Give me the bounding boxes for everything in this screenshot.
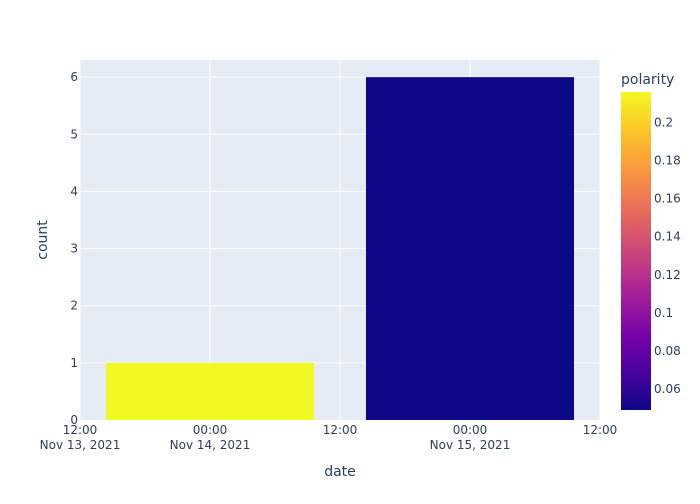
colorbar-tick-label: 0.12	[654, 268, 681, 282]
colorbar-tick-label: 0.1	[654, 306, 673, 320]
x-tick-label: Nov 13, 2021	[40, 438, 121, 452]
bar[interactable]	[366, 77, 574, 421]
y-axis-title: count	[35, 220, 51, 260]
x-tick-label: 00:00	[193, 423, 228, 437]
bar[interactable]	[106, 362, 314, 420]
colorbar-tick-label: 0.08	[654, 344, 681, 358]
colorbar-gradient	[621, 92, 651, 410]
x-tick-label: Nov 14, 2021	[170, 438, 251, 452]
x-tick-label: 12:00	[63, 423, 98, 437]
y-axis: 0 1 2 3 4 5 6	[70, 70, 78, 427]
y-tick-label: 2	[70, 299, 78, 313]
x-tick-label: Nov 15, 2021	[430, 438, 511, 452]
colorbar-tick-label: 0.06	[654, 382, 681, 396]
x-tick-label: 00:00	[453, 423, 488, 437]
y-tick-label: 5	[70, 127, 78, 141]
colorbar-tick-label: 0.18	[654, 154, 681, 168]
x-tick-label: 12:00	[323, 423, 358, 437]
colorbar-title: polarity	[621, 72, 674, 88]
colorbar-tick-label: 0.2	[654, 115, 673, 129]
y-tick-label: 3	[70, 242, 78, 256]
y-tick-label: 6	[70, 70, 78, 84]
x-tick-label: 12:00	[583, 423, 618, 437]
x-axis-title: date	[324, 464, 356, 480]
y-tick-label: 1	[70, 356, 78, 370]
y-tick-label: 4	[70, 184, 78, 198]
colorbar-tick-label: 0.16	[654, 192, 681, 206]
colorbar-tick-label: 0.14	[654, 230, 681, 244]
y-tick-label: 0	[70, 413, 78, 427]
bars	[106, 77, 574, 421]
colorbar: polarity 0.06 0.08 0.1 0.12 0.14 0.16 0.18 0.2	[621, 72, 681, 410]
